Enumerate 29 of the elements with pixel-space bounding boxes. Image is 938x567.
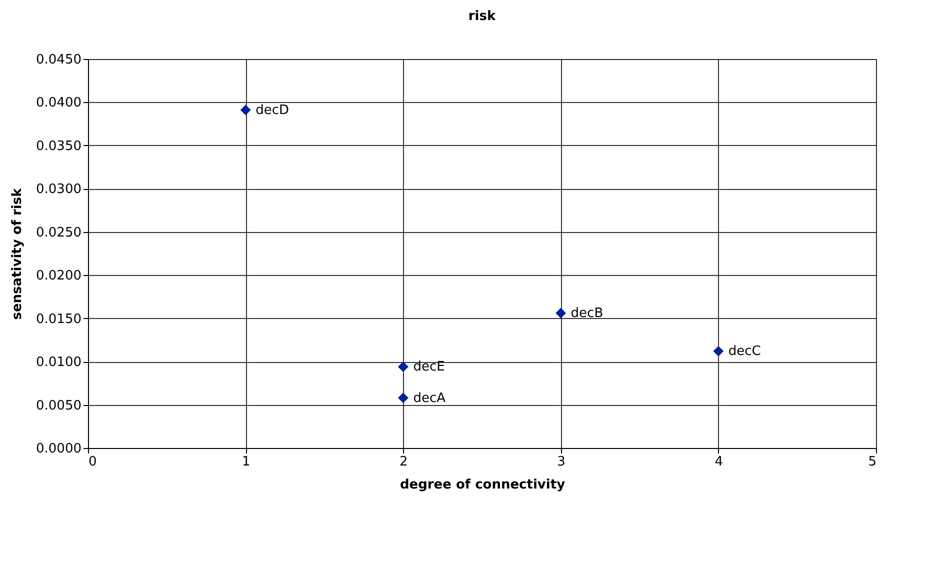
y-tick-label: 0.0350 xyxy=(36,138,82,154)
point xyxy=(240,104,251,116)
annotation: decA xyxy=(413,390,446,406)
x-tick-label: 3 xyxy=(557,454,566,470)
x-axis-title: degree of connectivity xyxy=(400,478,566,492)
point xyxy=(398,392,408,404)
y-tick-label: 0.0300 xyxy=(36,182,82,198)
x-tick-label: 1 xyxy=(242,454,250,470)
x-tick-label: 5 xyxy=(868,454,876,470)
y-tick-label: 0.0450 xyxy=(36,52,82,68)
annotation: decD xyxy=(256,103,290,118)
y-tick-label: 0.0200 xyxy=(36,268,82,284)
annotation: decB xyxy=(570,306,604,322)
annotation: decC xyxy=(728,344,761,360)
y-tick-label: 0.0150 xyxy=(36,312,82,327)
y-tick-label: 0.0050 xyxy=(36,398,82,414)
annotation: decE xyxy=(413,360,445,375)
point xyxy=(556,308,566,318)
y-tick-label: 0.0400 xyxy=(36,96,82,111)
y-axis-title: sensativity of risk xyxy=(10,188,26,320)
y-tick-label: 0.0100 xyxy=(36,355,82,370)
x-tick-label: 2 xyxy=(400,454,408,470)
x-tick-label: 4 xyxy=(714,454,724,470)
y-tick-label: 0.0250 xyxy=(36,225,82,240)
x-tick-label: 0 xyxy=(88,454,97,470)
point xyxy=(398,362,408,372)
y-tick-label: 0.0000 xyxy=(36,442,82,456)
point xyxy=(713,346,724,356)
chart-title: risk xyxy=(468,9,496,24)
